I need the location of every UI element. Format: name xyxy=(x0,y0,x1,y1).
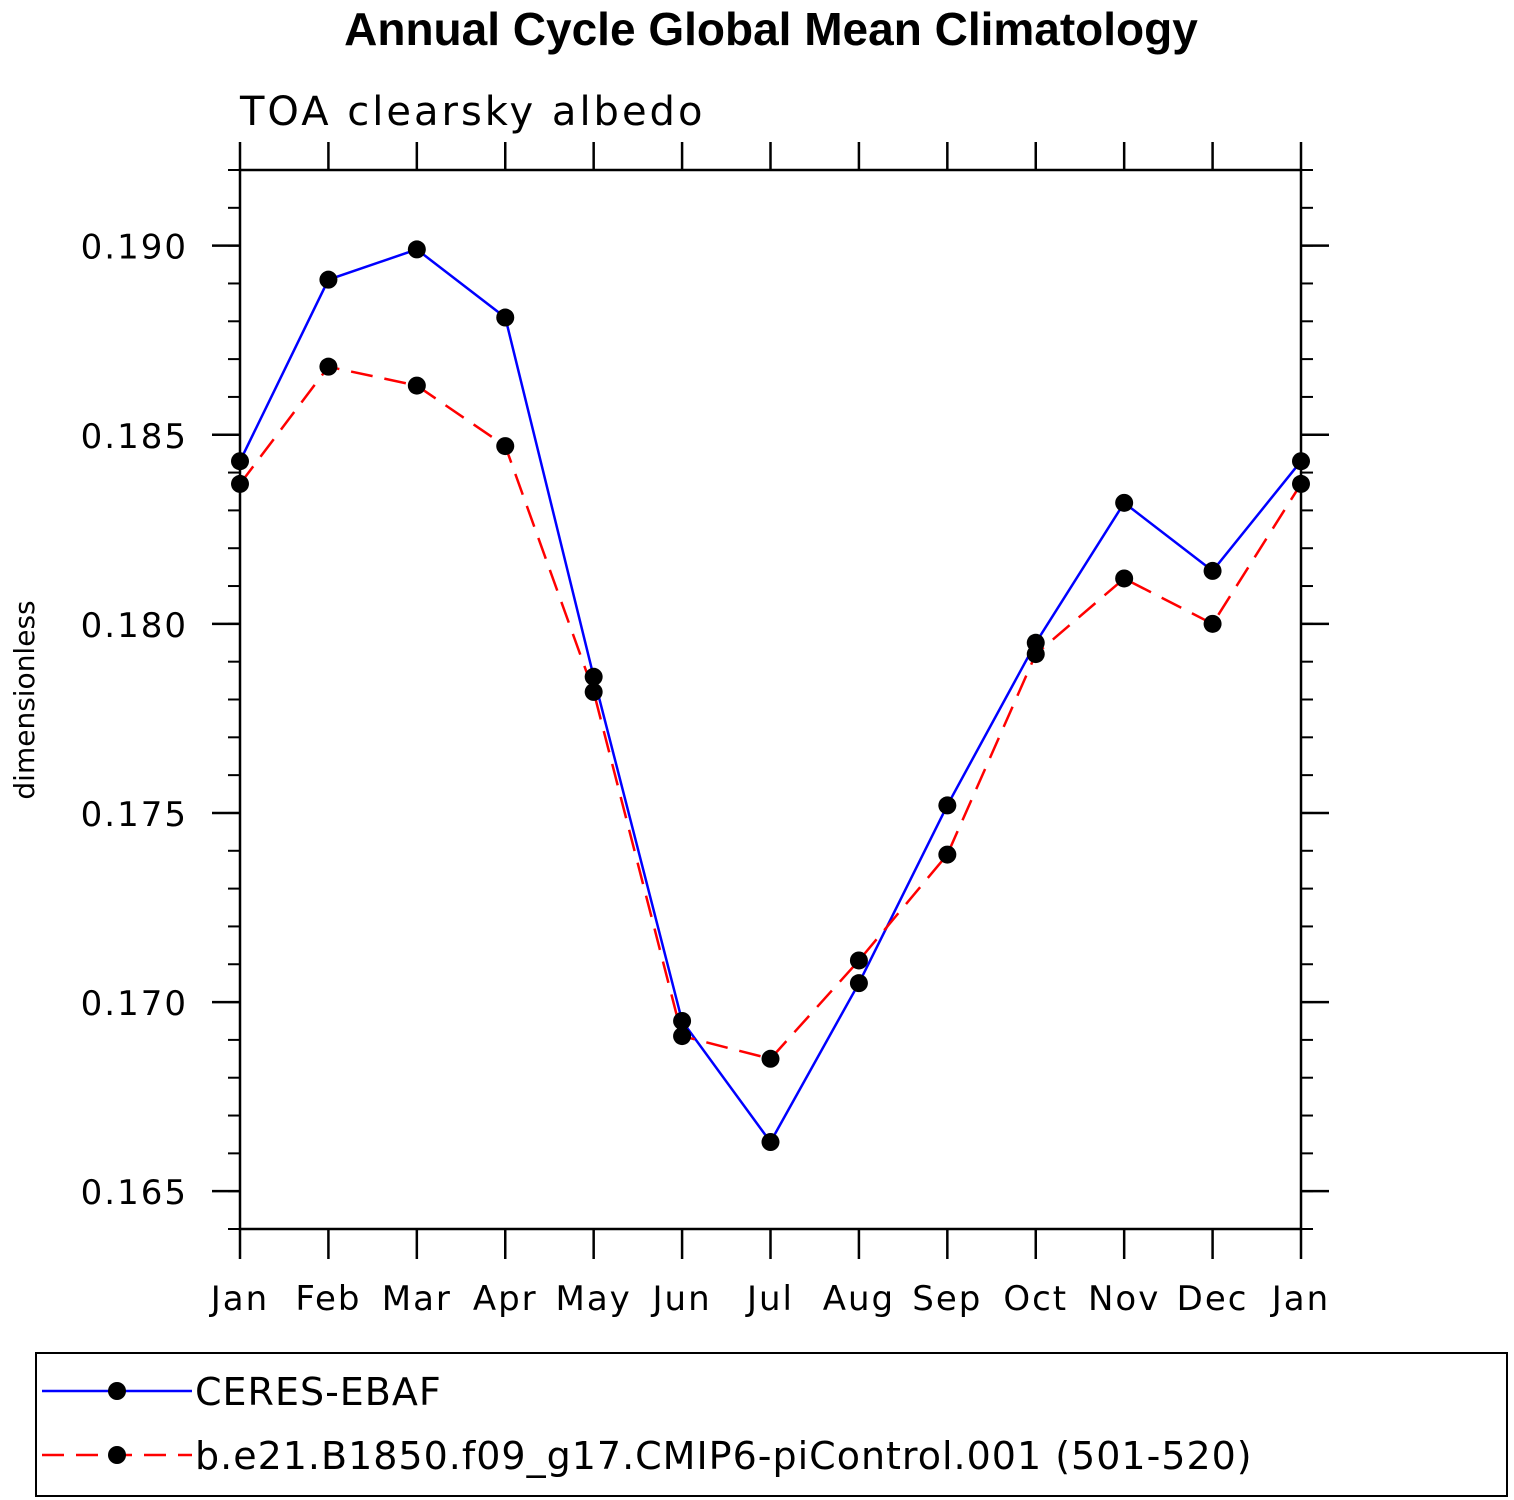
series-0-point xyxy=(496,308,515,327)
series-layer xyxy=(231,240,1310,1152)
chart-subtitle: TOA clearsky albedo xyxy=(239,89,705,135)
x-tick-label: Sep xyxy=(912,1279,982,1319)
series-0-point xyxy=(938,796,957,815)
series-1-point xyxy=(938,845,957,864)
x-tick-label: Jan xyxy=(1270,1279,1330,1319)
series-line-1 xyxy=(239,365,1303,1061)
x-tick-label: Apr xyxy=(473,1279,538,1319)
x-tick-label: Jul xyxy=(745,1279,794,1319)
y-tick-label: 0.180 xyxy=(81,606,188,646)
series-1-point xyxy=(673,1027,692,1046)
y-tick-label: 0.165 xyxy=(81,1173,188,1213)
y-tick-label: 0.175 xyxy=(81,795,188,835)
series-0-point xyxy=(407,240,426,259)
y-axis-label: dimensionless xyxy=(8,600,41,799)
series-1-point xyxy=(584,682,603,701)
x-tick-label: Nov xyxy=(1088,1279,1160,1319)
series-1-point xyxy=(1026,645,1045,664)
legend-marker-model xyxy=(108,1446,126,1464)
series-0-point xyxy=(1203,561,1222,580)
chart-title: Annual Cycle Global Mean Climatology xyxy=(344,3,1198,55)
series-1-point xyxy=(319,357,338,376)
series-0-point xyxy=(761,1133,780,1152)
axis-ticks xyxy=(212,142,1329,1259)
plot-frame xyxy=(238,168,1303,1231)
legend-box xyxy=(35,1352,1508,1497)
series-1-point xyxy=(761,1049,780,1068)
legend-label-ceres: CERES-EBAF xyxy=(195,1370,442,1414)
x-tick-label: Dec xyxy=(1177,1279,1249,1319)
y-tick-label: 0.185 xyxy=(81,417,188,457)
series-1-point xyxy=(1292,474,1310,493)
series-0-point xyxy=(1115,493,1134,512)
series-1-point xyxy=(231,474,249,493)
series-1-point xyxy=(496,437,515,456)
x-tick-label: Oct xyxy=(1003,1279,1068,1319)
series-1-point xyxy=(1115,569,1134,588)
series-1-point xyxy=(1203,614,1222,633)
series-0-point xyxy=(584,667,603,686)
x-tick-label: Aug xyxy=(823,1279,895,1319)
legend: CERES-EBAF b.e21.B1850.f09_g17.CMIP6-piC… xyxy=(35,1352,1508,1497)
y-tick-label: 0.170 xyxy=(81,984,188,1024)
x-tick-label: Feb xyxy=(295,1279,361,1319)
series-1-point xyxy=(849,951,868,970)
x-tick-labels: Jan Feb Mar Apr May Jun Jul Aug Sep Oct Nov Dec Jan xyxy=(209,1279,1330,1319)
y-tick-labels: 0.165 0.170 0.175 0.180 0.185 0.190 xyxy=(81,228,188,1214)
legend-label-model: b.e21.B1850.f09_g17.CMIP6-piControl.001 … xyxy=(195,1434,1253,1478)
x-tick-label: May xyxy=(556,1279,632,1319)
legend-marker-ceres xyxy=(108,1382,126,1400)
series-0-point xyxy=(231,452,249,471)
x-tick-label: Mar xyxy=(382,1279,452,1319)
series-0-point xyxy=(1292,452,1310,471)
series-0-point xyxy=(849,974,868,993)
x-tick-label: Jun xyxy=(651,1279,712,1319)
x-tick-label: Jan xyxy=(209,1279,269,1319)
series-1-point xyxy=(407,376,426,395)
series-0-point xyxy=(319,270,338,289)
series-0-point xyxy=(673,1011,692,1030)
y-tick-label: 0.190 xyxy=(81,228,188,268)
series-line-0 xyxy=(238,247,1302,1145)
